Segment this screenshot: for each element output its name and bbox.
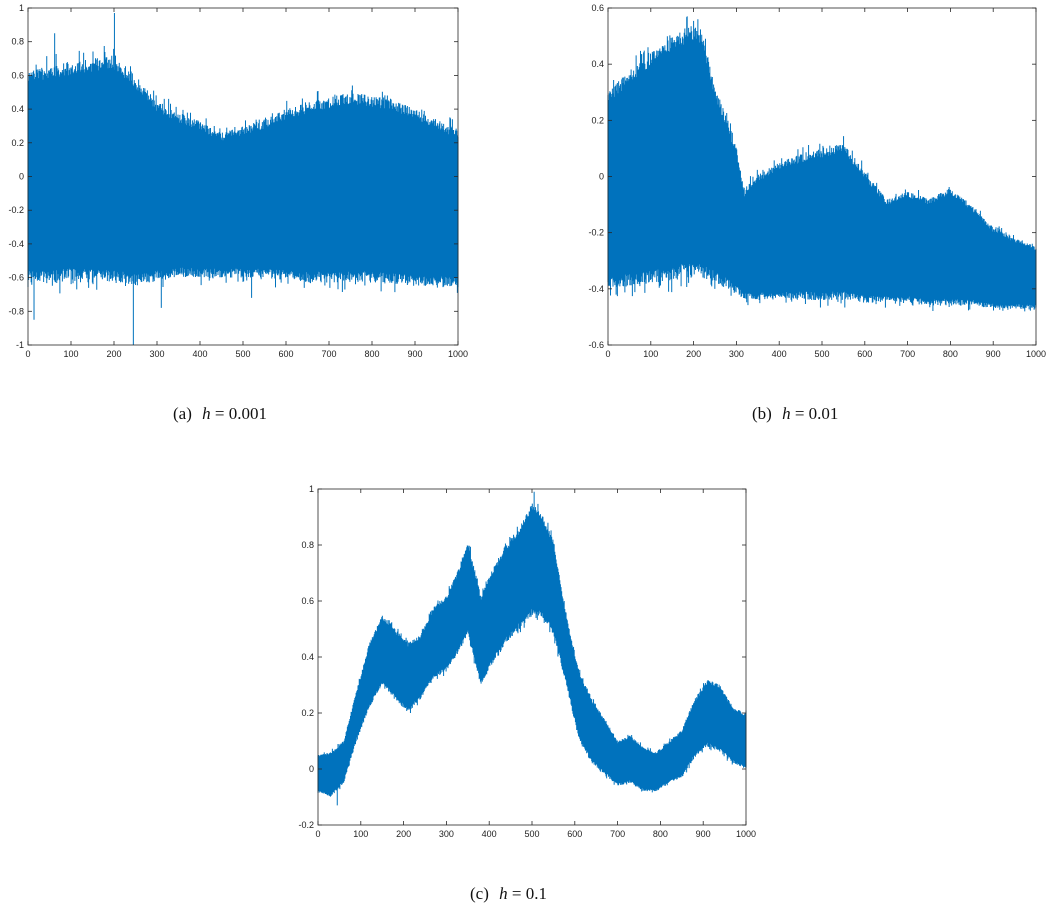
x-tick-label: 100 [63,349,78,359]
series-trace [607,16,1037,312]
y-tick-label: -0.4 [588,284,604,294]
series-trace [317,491,747,806]
x-tick-label: 200 [106,349,121,359]
y-tick-label: 0.4 [11,104,24,114]
y-tick-label: -0.2 [8,205,24,215]
y-tick-label: 0.6 [591,3,604,13]
caption-a: (a) h = 0.001 [173,404,267,424]
x-tick-label: 200 [396,829,411,839]
caption-b-variable: h [782,404,791,423]
x-tick-label: 1000 [1026,349,1046,359]
caption-a-tag: (a) [173,404,192,423]
x-tick-label: 800 [653,829,668,839]
chart-b-plot: 0 100 200 300 400 500 600 700 800 900 1000 -0.6 -0.4… [588,3,1046,359]
x-tick-label: 400 [482,829,497,839]
y-tick-label: 1 [309,484,314,494]
x-tick-label: 500 [524,829,539,839]
x-tick-label: 700 [321,349,336,359]
x-tick-label: 1000 [736,829,756,839]
y-tick-label: 0.4 [591,59,604,69]
y-tick-label: 0 [309,764,314,774]
caption-a-value: = 0.001 [214,404,267,423]
x-tick-label: 100 [643,349,658,359]
y-tick-label: -0.8 [8,306,24,316]
x-tick-label: 600 [567,829,582,839]
y-tick-label: 0 [19,172,24,182]
series-trace [27,13,459,345]
x-tick-label: 100 [353,829,368,839]
caption-a-variable: h [202,404,211,423]
caption-b: (b) h = 0.01 [752,404,838,424]
y-tick-label: -0.2 [588,228,604,238]
x-tick-label: 800 [943,349,958,359]
x-tick-label: 900 [696,829,711,839]
caption-c-tag: (c) [470,884,489,903]
y-tick-label: 0.6 [11,70,24,80]
x-tick-label: 300 [439,829,454,839]
x-tick-label: 0 [605,349,610,359]
x-tick-label: 300 [729,349,744,359]
x-tick-label: 300 [149,349,164,359]
y-tick-label: 0.2 [301,708,314,718]
x-tick-label: 400 [772,349,787,359]
x-tick-label: 500 [814,349,829,359]
chart-panel-b: 0 100 200 300 400 500 600 700 800 900 1000 -0.6 -0.4… [570,0,1046,360]
chart-panel-a: 0 100 200 300 400 500 600 700 800 900 1000 -1 -0.8 -0… [0,0,470,360]
y-tick-label: 0.2 [591,115,604,125]
y-tick-label: -0.4 [8,239,24,249]
y-tick-label: 1 [19,3,24,13]
x-tick-label: 600 [278,349,293,359]
caption-c-variable: h [499,884,508,903]
x-tick-label: 0 [25,349,30,359]
x-tick-label: 700 [900,349,915,359]
x-tick-label: 400 [192,349,207,359]
x-tick-label: 0 [315,829,320,839]
x-tick-label: 800 [364,349,379,359]
caption-b-value: = 0.01 [794,404,839,423]
x-tick-label: 1000 [448,349,468,359]
y-tick-label: -0.6 [8,273,24,283]
caption-b-tag: (b) [752,404,772,423]
y-tick-label: 0.6 [301,596,314,606]
x-tick-label: 200 [686,349,701,359]
y-tick-label: -0.6 [588,340,604,350]
y-tick-label: 0.4 [301,652,314,662]
chart-c-plot: 0 100 200 300 400 500 600 700 800 900 1000-0.200.2… [298,484,756,839]
y-tick-label: 0.8 [301,540,314,550]
x-tick-label: 600 [857,349,872,359]
caption-c: (c) h = 0.1 [470,884,547,904]
x-tick-label: 500 [235,349,250,359]
y-tick-label: 0.2 [11,138,24,148]
chart-panel-c: 0 100 200 300 400 500 600 700 800 900 1000 -0.2 0 0.2… [280,480,760,840]
y-tick-label: 0 [599,172,604,182]
x-tick-label: 700 [610,829,625,839]
y-tick-label: -1 [16,340,24,350]
x-tick-label: 900 [986,349,1001,359]
y-tick-label: -0.2 [298,820,314,830]
x-tick-label: 900 [407,349,422,359]
caption-c-value: = 0.1 [511,884,547,903]
chart-a-plot: 0 100 200 300 400 500 600 700 800 900 1000 -1 -0.8 -0… [8,3,468,359]
y-tick-label: 0.8 [11,37,24,47]
